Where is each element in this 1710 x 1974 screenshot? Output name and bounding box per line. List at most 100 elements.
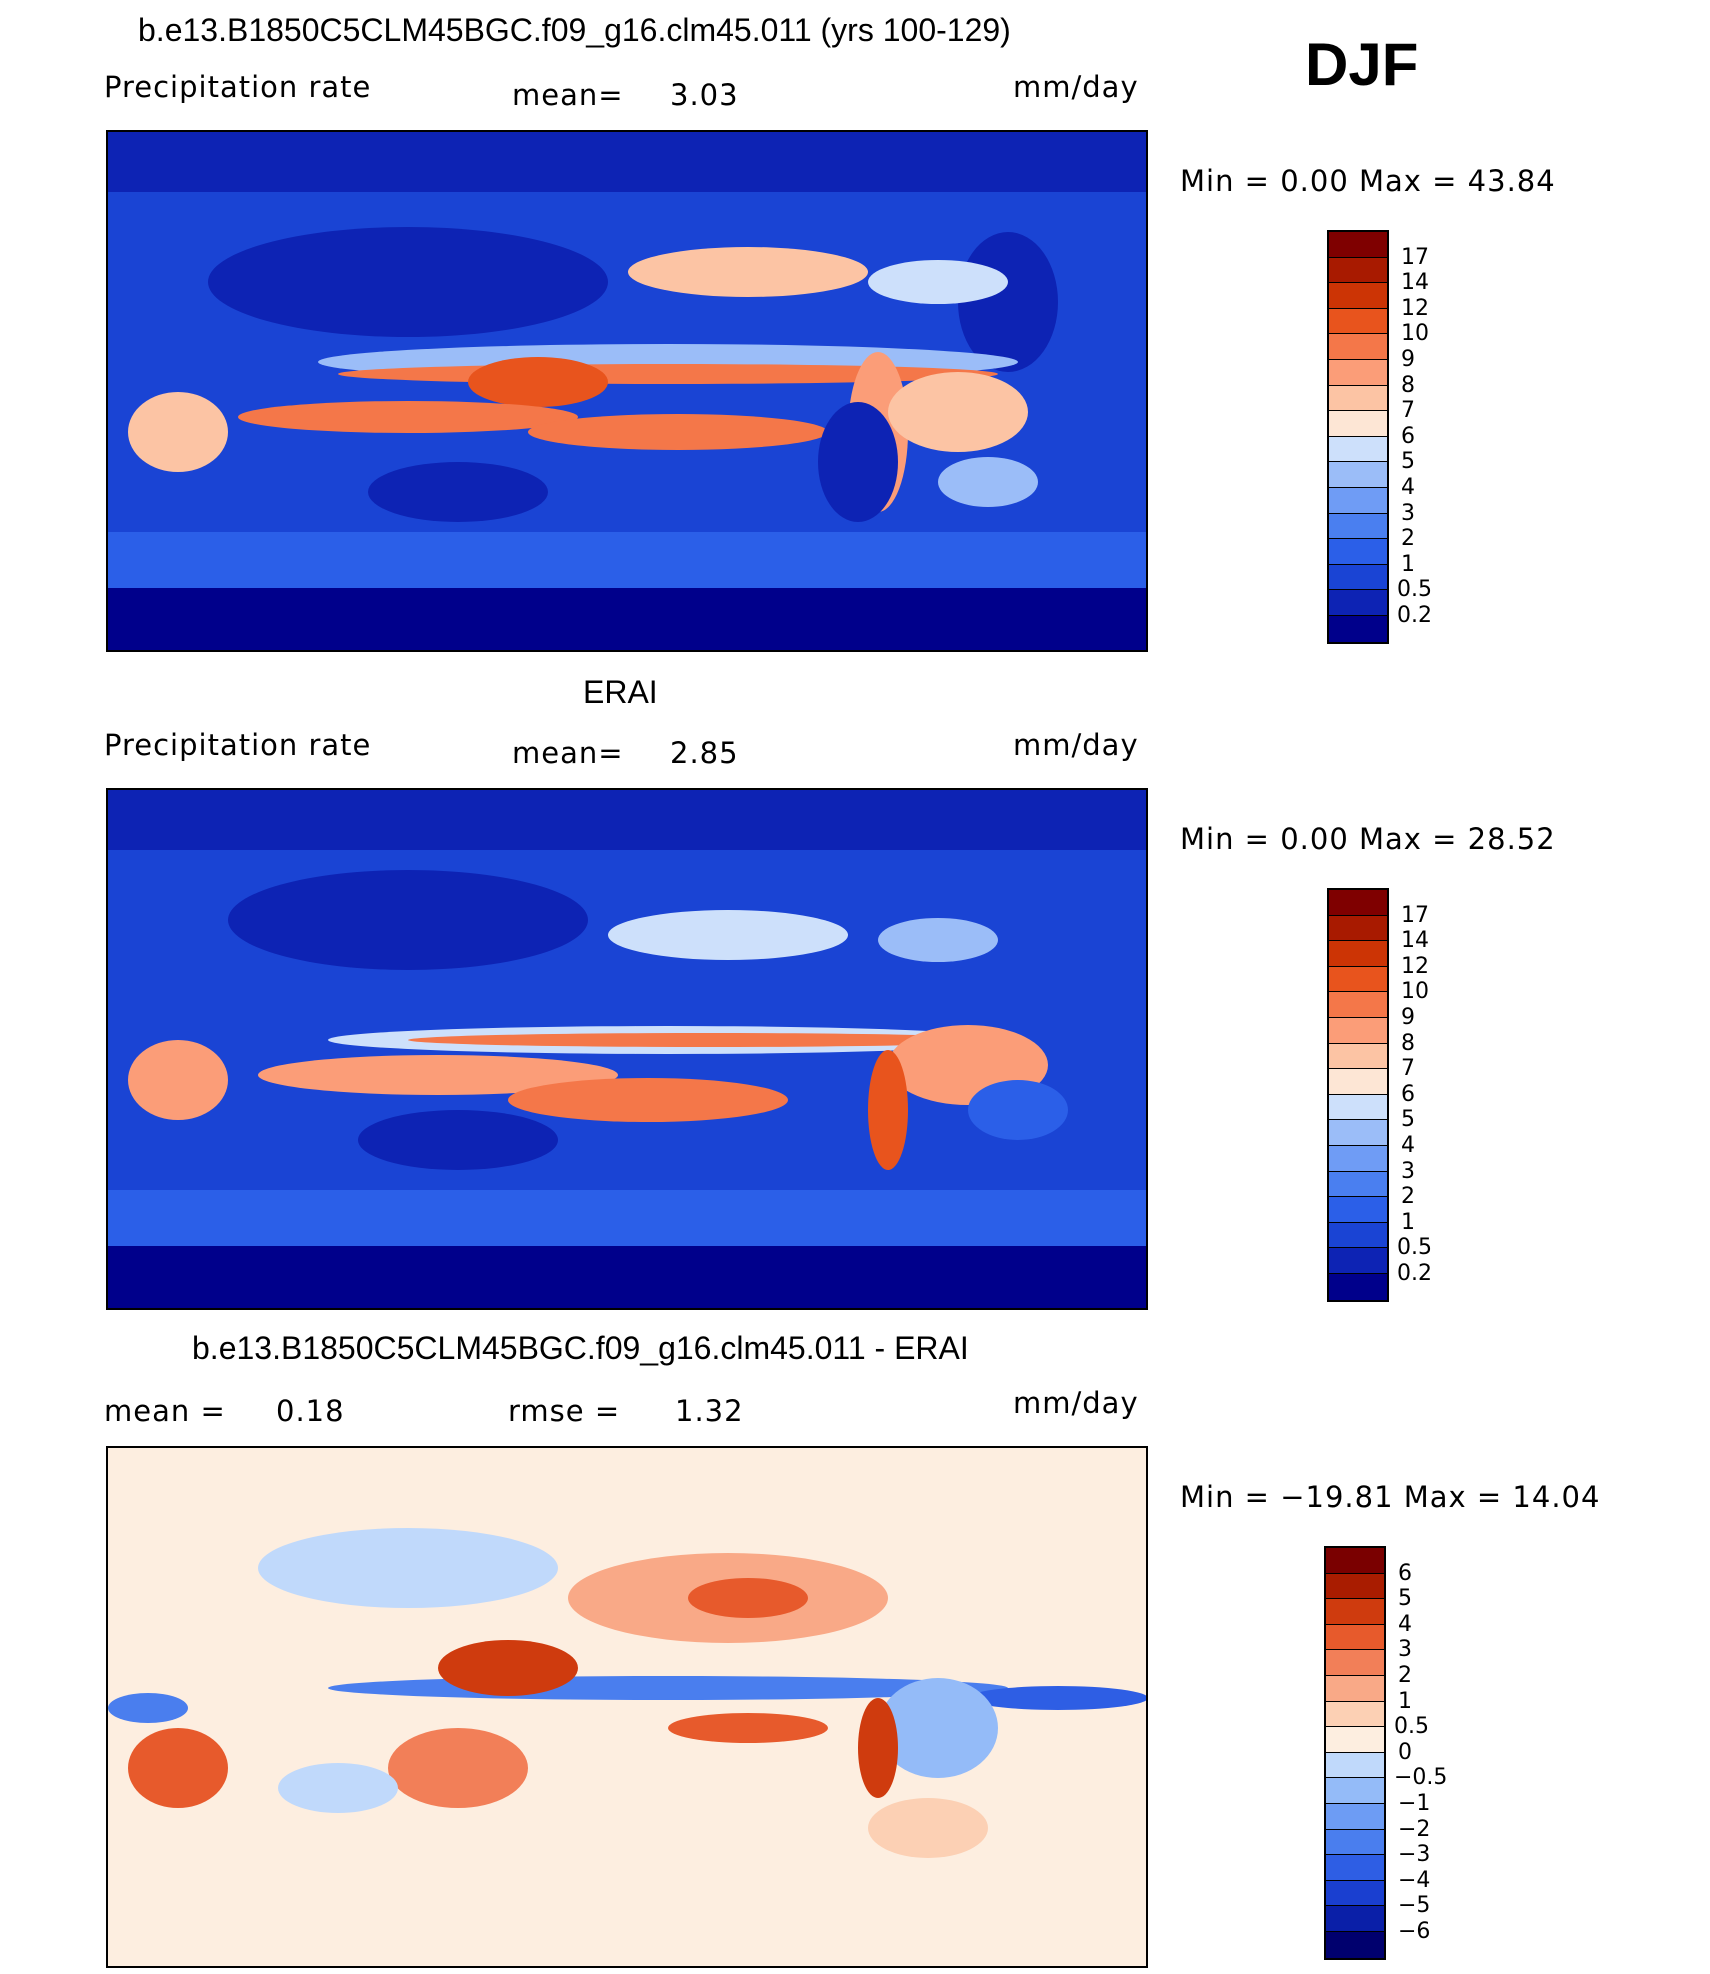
colorbar-swatch xyxy=(1326,1880,1384,1907)
colorbar-tick-label: 14 xyxy=(1401,928,1429,954)
colorbar-tick-label: 6 xyxy=(1401,1081,1415,1107)
colorbar-swatch xyxy=(1326,1599,1384,1625)
colorbar-tick-label: 2 xyxy=(1401,526,1415,552)
panel3-units: mm/day xyxy=(1013,1386,1139,1420)
colorbar-swatch xyxy=(1326,1803,1384,1830)
colorbar-tick-label: 4 xyxy=(1398,1611,1412,1637)
colorbar-tick-label: 8 xyxy=(1401,372,1415,398)
colorbar-tick-label: 8 xyxy=(1401,1030,1415,1056)
panel3-map xyxy=(106,1446,1148,1968)
colorbar-tick-label: 3 xyxy=(1398,1637,1412,1663)
panel1-title: b.e13.B1850C5CLM45BGC.f09_g16.clm45.011 … xyxy=(138,12,1011,48)
colorbar-tick-label: 6 xyxy=(1401,423,1415,449)
colorbar-swatch xyxy=(1326,1906,1384,1932)
colorbar-tick-label: 0 xyxy=(1398,1739,1412,1765)
colorbar-swatch xyxy=(1329,915,1387,942)
colorbar-swatch xyxy=(1326,1624,1384,1651)
panel2-mean-label: mean= xyxy=(512,736,624,770)
colorbar-tick-label: 0.5 xyxy=(1397,1235,1432,1261)
colorbar-tick-label: −1 xyxy=(1398,1791,1431,1816)
panel1-minmax: Min = 0.00 Max = 43.84 xyxy=(1180,164,1556,198)
colorbar-tick-label: 14 xyxy=(1401,270,1429,296)
colorbar-swatch xyxy=(1329,1069,1387,1095)
colorbar-swatch xyxy=(1329,992,1387,1018)
colorbar-swatch xyxy=(1329,283,1387,309)
colorbar-swatch xyxy=(1329,615,1387,642)
panel2-map xyxy=(106,788,1148,1310)
colorbar-swatch xyxy=(1329,1017,1387,1044)
colorbar-tick-label: 2 xyxy=(1401,1184,1415,1210)
colorbar-swatch xyxy=(1329,308,1387,335)
panel1-colorbar xyxy=(1327,230,1389,644)
colorbar-swatch xyxy=(1329,257,1387,284)
colorbar-tick-label: 3 xyxy=(1401,500,1415,526)
panel2-mean-value: 2.85 xyxy=(670,736,739,770)
colorbar-swatch xyxy=(1329,890,1387,916)
panel2-title: ERAI xyxy=(583,674,658,710)
colorbar-swatch xyxy=(1329,513,1387,540)
colorbar-swatch xyxy=(1329,1145,1387,1172)
colorbar-tick-label: 4 xyxy=(1401,1133,1415,1158)
colorbar-tick-label: 1 xyxy=(1401,551,1415,577)
colorbar-swatch xyxy=(1329,1171,1387,1198)
colorbar-tick-label: −3 xyxy=(1398,1842,1431,1868)
colorbar-swatch xyxy=(1329,941,1387,967)
colorbar-tick-label: −0.5 xyxy=(1394,1765,1448,1791)
colorbar-tick-label: 0.5 xyxy=(1394,1714,1429,1740)
colorbar-swatch xyxy=(1326,1931,1384,1958)
colorbar-tick-label: 12 xyxy=(1401,953,1429,979)
colorbar-swatch xyxy=(1329,1273,1387,1300)
colorbar-swatch xyxy=(1326,1675,1384,1702)
colorbar-tick-label: 3 xyxy=(1401,1158,1415,1184)
colorbar-swatch xyxy=(1329,1248,1387,1274)
colorbar-tick-label: 10 xyxy=(1401,979,1429,1005)
colorbar-swatch xyxy=(1326,1829,1384,1856)
colorbar-swatch xyxy=(1329,1043,1387,1070)
colorbar-tick-label: 5 xyxy=(1398,1586,1412,1612)
colorbar-tick-label: 0.5 xyxy=(1397,577,1432,603)
colorbar-swatch xyxy=(1329,966,1387,993)
panel3-colorbar xyxy=(1324,1546,1386,1960)
colorbar-tick-label: 4 xyxy=(1401,475,1415,500)
colorbar-swatch xyxy=(1326,1701,1384,1728)
colorbar-swatch xyxy=(1329,1120,1387,1146)
panel1-mean-label: mean= xyxy=(512,78,624,112)
colorbar-swatch xyxy=(1326,1727,1384,1753)
colorbar-tick-label: 7 xyxy=(1401,1056,1415,1082)
colorbar-tick-label: −5 xyxy=(1398,1893,1431,1919)
panel2-colorbar xyxy=(1327,888,1389,1302)
colorbar-swatch xyxy=(1329,1094,1387,1121)
colorbar-tick-label: 5 xyxy=(1401,449,1415,475)
panel1-mean-value: 3.03 xyxy=(670,78,739,112)
colorbar-tick-label: 2 xyxy=(1398,1663,1412,1688)
panel1-field xyxy=(108,132,1146,650)
colorbar-swatch xyxy=(1329,462,1387,488)
panel3-mean-label: mean = xyxy=(104,1394,226,1428)
colorbar-tick-label: 17 xyxy=(1401,902,1429,928)
colorbar-tick-label: −2 xyxy=(1398,1816,1431,1842)
colorbar-tick-label: 17 xyxy=(1401,244,1429,270)
colorbar-swatch xyxy=(1329,487,1387,514)
panel3-rmse-value: 1.32 xyxy=(675,1394,744,1428)
colorbar-swatch xyxy=(1329,385,1387,412)
panel1-units: mm/day xyxy=(1013,70,1139,104)
colorbar-swatch xyxy=(1329,359,1387,386)
colorbar-tick-label: 12 xyxy=(1401,295,1429,321)
colorbar-swatch xyxy=(1329,334,1387,360)
colorbar-swatch xyxy=(1326,1752,1384,1779)
colorbar-swatch xyxy=(1329,411,1387,437)
colorbar-swatch xyxy=(1326,1548,1384,1574)
colorbar-swatch xyxy=(1329,564,1387,591)
colorbar-tick-label: 0.2 xyxy=(1397,603,1432,628)
panel3-mean-value: 0.18 xyxy=(276,1394,345,1428)
colorbar-tick-label: 7 xyxy=(1401,398,1415,424)
colorbar-tick-label: 9 xyxy=(1401,1005,1415,1030)
panel1-map xyxy=(106,130,1148,652)
panel2-field xyxy=(108,790,1146,1308)
panel1-variable-label: Precipitation rate xyxy=(104,70,372,104)
panel3-minmax: Min = −19.81 Max = 14.04 xyxy=(1180,1480,1601,1514)
colorbar-swatch xyxy=(1329,1197,1387,1223)
colorbar-swatch xyxy=(1326,1855,1384,1881)
colorbar-tick-label: 5 xyxy=(1401,1107,1415,1133)
colorbar-swatch xyxy=(1329,436,1387,463)
